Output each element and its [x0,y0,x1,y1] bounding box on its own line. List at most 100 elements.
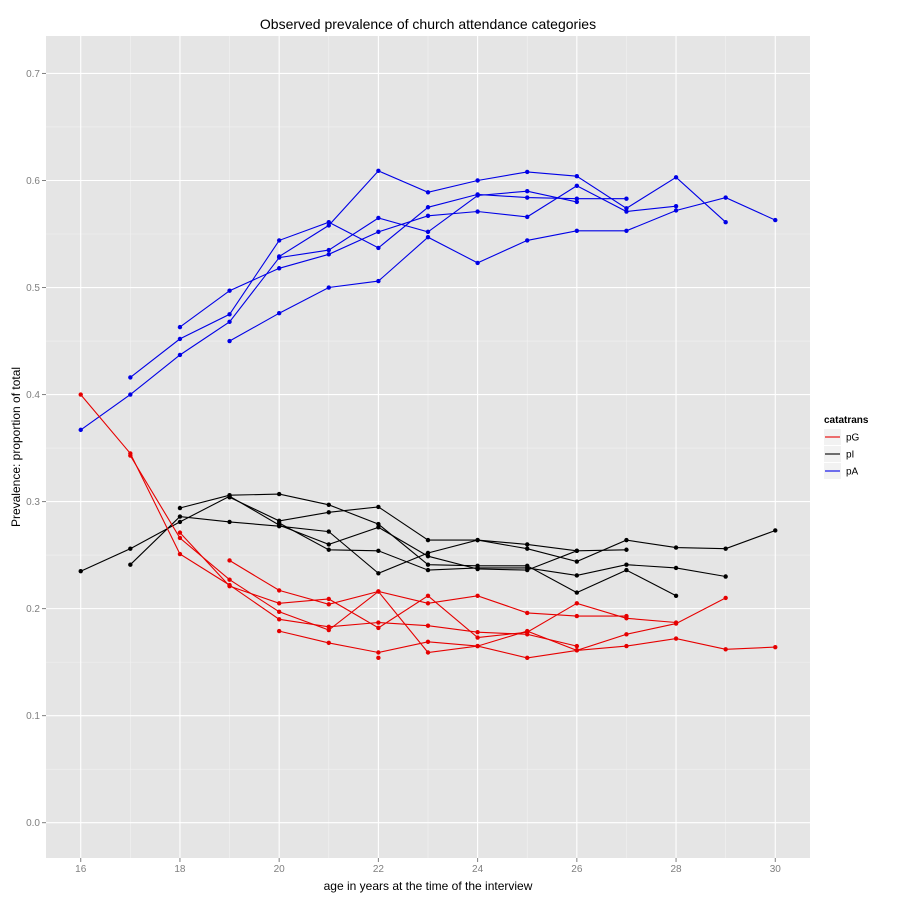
data-point-pG [227,583,232,589]
y-tick-label: 0.0 [26,818,40,829]
data-point-pA [624,206,629,211]
data-point-pI [525,546,530,551]
data-point-pI [276,520,282,526]
series-line-pA [229,197,776,342]
data-point-pI [376,504,381,510]
x-tick-label: 24 [472,864,484,875]
data-point-pG [425,601,431,606]
data-point-pG [723,595,728,601]
x-tick-label: 22 [373,864,385,875]
data-point-pA [227,312,232,317]
data-point-pG [376,620,381,625]
x-axis-title: age in years at the time of the intervie… [324,879,533,893]
data-point-pG [773,644,778,650]
data-point-pA [723,195,728,200]
data-point-pA [425,213,431,219]
data-point-pG [673,636,679,641]
data-point-pA [276,311,282,316]
data-point-pI [624,537,629,543]
data-point-pI [624,567,629,573]
data-point-pG [376,625,381,631]
data-point-pA [624,209,629,214]
data-point-pI [525,542,530,547]
data-point-pG [276,588,282,593]
data-point-pA [574,174,580,179]
data-point-pI [326,529,331,534]
y-axis-title: Prevalence: proportion of total [9,367,23,527]
data-point-pI [425,537,431,543]
data-point-pG [276,609,282,615]
data-point-pG [326,602,331,607]
data-point-pI [177,514,183,519]
data-point-pI [376,548,381,554]
data-point-pI [475,565,480,571]
data-point-pA [177,352,183,358]
data-point-pG [574,613,580,619]
data-point-pA [128,375,133,380]
data-point-pI [128,546,133,551]
data-point-pI [574,590,580,595]
data-point-pG [425,639,431,644]
data-point-pA [475,178,480,183]
data-point-pA [177,336,183,342]
y-axis: 0.0 0.1 0.2 0.3 0.4 0.5 0.6 0.7 [26,69,46,829]
data-point-pI [177,519,183,525]
x-tick-label: 30 [770,864,782,875]
data-point-pA [673,203,679,209]
x-tick-label: 28 [670,864,682,875]
data-point-pA [525,238,530,243]
data-point-pI [326,547,331,552]
data-point-pG [624,632,629,637]
data-point-pI [525,565,530,571]
data-point-pA [326,220,331,225]
chart-title: Observed prevalence of church attendance… [260,16,596,32]
series-line-pA [278,170,727,257]
y-tick-label: 0.6 [26,176,40,187]
y-tick-label: 0.3 [26,497,40,508]
data-point-pA [326,252,331,257]
data-point-pI [128,562,133,567]
data-point-pI [227,495,232,500]
data-point-pA [525,169,530,175]
data-point-pI [673,545,679,550]
data-point-pA [227,338,232,344]
data-point-pA [525,214,530,220]
data-point-pA [673,208,679,213]
data-point-pG [177,530,183,535]
data-point-pI [276,491,282,497]
data-point-pA [475,209,480,214]
data-point-pG [326,627,331,633]
data-point-pI [624,562,629,567]
legend-label-pG: pG [846,433,860,444]
data-point-pG [525,628,530,634]
data-point-pA [624,196,629,201]
data-point-pA [376,245,381,251]
data-point-pI [723,546,728,551]
data-point-pG [475,629,480,635]
data-point-pI [425,562,431,567]
x-tick-label: 26 [571,864,583,875]
data-point-pA [376,278,381,284]
data-point-pA [227,288,232,293]
y-tick-label: 0.2 [26,604,40,615]
data-point-pG [78,392,83,397]
data-point-pA [78,427,83,433]
data-point-pI [276,524,282,529]
data-point-pG [326,596,331,602]
data-point-pA [276,254,282,259]
data-point-pG [227,577,232,582]
data-point-pI [574,559,580,564]
data-point-pG [574,648,580,653]
data-point-pG [624,616,629,621]
data-point-pA [673,175,679,180]
data-point-pI [227,519,232,525]
data-point-pG [326,640,331,646]
data-point-pG [326,624,331,630]
data-point-pA [376,215,381,221]
data-point-pG [723,647,728,652]
x-tick-label: 18 [174,864,186,875]
data-point-pG [525,610,530,616]
legend: catatrans pG pI pA [824,415,869,479]
legend-title: catatrans [824,415,869,426]
